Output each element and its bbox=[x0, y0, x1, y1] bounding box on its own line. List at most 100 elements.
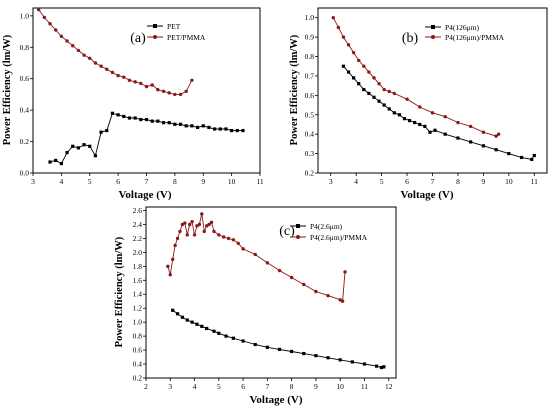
y-tick-label-a: 0.8 bbox=[20, 43, 30, 52]
data-point-a-1 bbox=[105, 67, 109, 71]
data-point-c-1 bbox=[221, 235, 226, 239]
data-point-a-1 bbox=[139, 81, 143, 86]
data-point-c-0 bbox=[175, 312, 180, 316]
data-point-a-0 bbox=[82, 143, 86, 147]
data-point-c-1 bbox=[175, 236, 180, 241]
data-point-b-0 bbox=[456, 136, 460, 140]
data-point-a-0 bbox=[110, 111, 115, 115]
data-point-c-0 bbox=[314, 354, 318, 358]
data-point-b-0 bbox=[428, 130, 432, 134]
data-point-a-1 bbox=[116, 73, 120, 78]
data-point-b-1 bbox=[496, 132, 501, 136]
data-point-b-0 bbox=[408, 118, 412, 123]
data-point-c-0 bbox=[379, 365, 384, 370]
chart-panel-b: 3 4 5 6 7 8 9 10 11 0.2 0.3 0.4 0.5 0.6 0.7 0.8 0.9 1.0 Vo… bbox=[289, 7, 548, 201]
data-point-c-1 bbox=[289, 275, 294, 280]
data-point-b-0 bbox=[397, 113, 402, 117]
data-point-b-1 bbox=[443, 115, 447, 119]
y-tick-label-c: 2.0 bbox=[133, 248, 143, 257]
series-a-0 bbox=[48, 111, 245, 166]
series-a-1 bbox=[36, 7, 194, 97]
data-point-b-0 bbox=[481, 144, 485, 148]
data-point-c-0 bbox=[382, 365, 386, 369]
data-point-c-1 bbox=[190, 219, 194, 224]
data-point-a-1 bbox=[88, 56, 92, 60]
data-point-a-0 bbox=[99, 130, 103, 134]
x-tick-label-b: 3 bbox=[329, 177, 333, 186]
data-point-a-0 bbox=[65, 150, 69, 155]
y-tick-label-c: 2.4 bbox=[133, 220, 143, 229]
data-point-b-0 bbox=[413, 120, 417, 125]
data-point-c-1 bbox=[207, 222, 211, 227]
legend-b: P4(126μm)P4(126μm)/PMMA bbox=[425, 23, 505, 42]
data-point-a-1 bbox=[99, 64, 103, 68]
x-tick-label-b: 11 bbox=[531, 177, 538, 186]
data-point-a-1 bbox=[36, 7, 41, 12]
data-point-a-0 bbox=[218, 127, 222, 131]
x-tick-label-c: 5 bbox=[217, 382, 221, 391]
data-point-b-0 bbox=[387, 107, 391, 111]
y-tick-label-b: 0.3 bbox=[305, 149, 315, 158]
series-b-1 bbox=[331, 16, 501, 138]
y-tick-label-a: 1.0 bbox=[20, 11, 30, 20]
data-point-b-1 bbox=[468, 124, 473, 129]
data-point-a-1 bbox=[110, 70, 115, 75]
data-point-b-0 bbox=[443, 132, 447, 136]
data-point-b-0 bbox=[362, 87, 366, 92]
x-tick-label-c: 4 bbox=[193, 382, 197, 391]
y-tick-label-a: 0.0 bbox=[20, 169, 30, 178]
data-point-a-0 bbox=[241, 128, 245, 133]
data-point-b-1 bbox=[481, 130, 486, 134]
data-point-c-1 bbox=[217, 233, 221, 237]
legend-label-b-0: P4(126μm) bbox=[445, 23, 480, 32]
y-tick-label-a: 0.6 bbox=[20, 74, 30, 83]
data-point-a-0 bbox=[116, 113, 120, 117]
data-point-a-1 bbox=[82, 53, 86, 57]
data-point-a-0 bbox=[178, 122, 183, 126]
data-point-a-1 bbox=[65, 39, 69, 43]
data-point-a-0 bbox=[230, 128, 234, 133]
data-point-a-0 bbox=[195, 125, 200, 130]
legend-marker-b-0 bbox=[431, 25, 435, 29]
data-point-a-0 bbox=[105, 128, 109, 133]
x-tick-label-a: 5 bbox=[88, 177, 92, 186]
y-tick-label-b: 0.4 bbox=[305, 130, 315, 139]
data-point-c-1 bbox=[212, 229, 216, 234]
y-axis-label-a: Power Efficiency (lm/W) bbox=[2, 34, 13, 145]
y-tick-label-c: 0.4 bbox=[133, 360, 143, 369]
data-point-a-0 bbox=[133, 116, 137, 120]
data-point-a-0 bbox=[184, 124, 188, 128]
data-point-b-0 bbox=[402, 117, 407, 121]
data-point-c-1 bbox=[231, 238, 236, 242]
legend-marker-a-0 bbox=[153, 24, 157, 28]
data-point-a-0 bbox=[48, 160, 52, 164]
data-point-c-1 bbox=[241, 247, 245, 251]
data-point-a-0 bbox=[59, 161, 63, 166]
x-tick-label-b: 4 bbox=[354, 177, 358, 186]
data-point-a-1 bbox=[190, 78, 194, 82]
x-tick-label-c: 9 bbox=[314, 382, 318, 391]
legend-label-a-1: PET/PMMA bbox=[167, 33, 206, 42]
data-point-a-1 bbox=[122, 75, 126, 79]
data-point-a-0 bbox=[139, 117, 143, 122]
legend-marker-a-1 bbox=[153, 35, 157, 39]
data-point-a-0 bbox=[54, 158, 58, 163]
data-point-a-1 bbox=[161, 89, 166, 93]
data-point-a-1 bbox=[144, 84, 149, 89]
x-tick-label-a: 4 bbox=[60, 177, 64, 186]
data-point-c-1 bbox=[187, 222, 192, 227]
data-point-b-1 bbox=[367, 70, 371, 74]
x-tick-label-a: 8 bbox=[173, 177, 177, 186]
data-point-c-1 bbox=[253, 252, 257, 257]
y-tick-label-b: 0.9 bbox=[305, 33, 315, 42]
data-point-b-1 bbox=[418, 105, 422, 109]
data-point-c-1 bbox=[185, 233, 189, 237]
y-axis-label-b: Power Efficiency (lm/W) bbox=[289, 34, 300, 145]
data-point-a-0 bbox=[76, 146, 80, 150]
y-axis-label-c: Power Efficiency (lm/W) bbox=[114, 236, 125, 347]
legend-label-a-0: PET bbox=[167, 22, 181, 31]
x-tick-label-c: 11 bbox=[361, 382, 368, 391]
data-point-b-0 bbox=[532, 153, 536, 158]
data-point-a-1 bbox=[59, 34, 64, 38]
data-point-a-1 bbox=[93, 61, 98, 65]
